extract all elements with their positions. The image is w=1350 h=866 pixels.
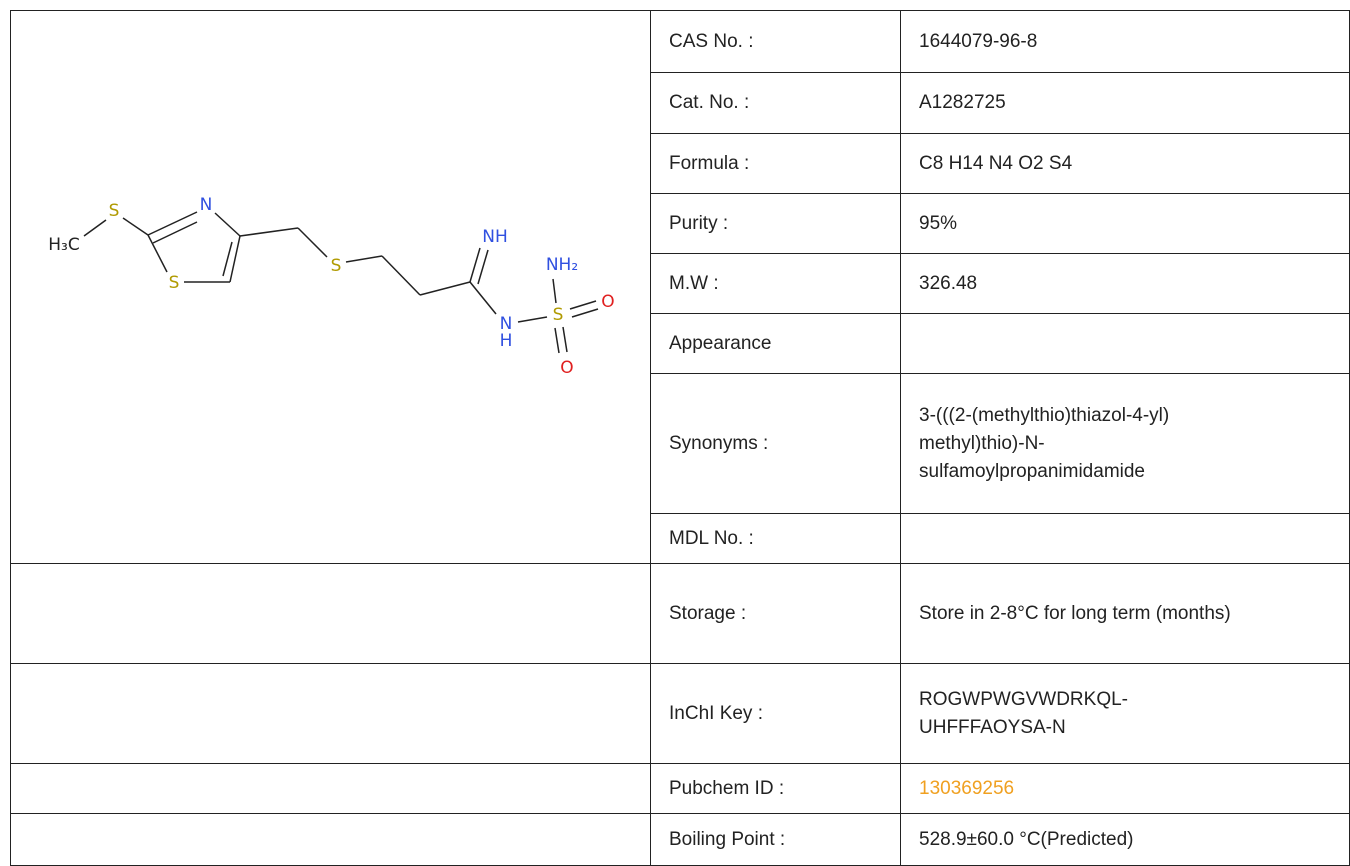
pubchem-link[interactable]: 130369256 (919, 777, 1015, 799)
atom-label: H₃C (48, 235, 79, 255)
field-label: MDL No. : (650, 513, 901, 564)
field-label: Storage : (650, 563, 901, 664)
field-value-cell: 528.9±60.0 °C(Predicted) (900, 813, 1350, 866)
table-row: Cat. No. : A1282725 (11, 72, 1350, 134)
field-value: A1282725 (919, 92, 1006, 113)
field-value-cell: 1644079-96-8 (900, 10, 1350, 73)
atom-label: S (331, 256, 342, 276)
molecule-structure: H₃C S N S S NH N H S NH₂ O O (48, 195, 614, 378)
field-label: Purity : (650, 193, 901, 254)
table-row: Pubchem ID : 130369256 (10, 763, 1350, 814)
field-value-cell: 3-(((2-(methylthio)thiazol-4-yl) methyl)… (900, 373, 1350, 514)
atom-label: N (200, 195, 213, 215)
field-value-cell (900, 313, 1350, 374)
field-value: 528.9±60.0 °C(Predicted) (919, 828, 1134, 850)
table-row: InChI Key : ROGWPWGVWDRKQL-UHFFFAOYSA-N (10, 663, 1350, 764)
field-value: 1644079-96-8 (919, 30, 1038, 52)
empty-cell (10, 563, 651, 664)
image-cell (10, 10, 651, 564)
field-label: Appearance (650, 313, 901, 374)
empty-cell (10, 663, 651, 764)
atom-label: S (553, 305, 564, 325)
field-label: M.W : (650, 253, 901, 314)
table-row: Synonyms :3-(((2-(methylthio)thiazol-4-y… (11, 373, 1350, 514)
field-value-cell: Store in 2-8°C for long term (months) (900, 563, 1350, 664)
field-label: Cat. No. : (650, 72, 901, 134)
field-value: C8 H14 N4 O2 S4 (919, 152, 1073, 174)
table-row: M.W : 326.48 (11, 253, 1350, 314)
field-value-cell (900, 513, 1350, 564)
table-row: Appearance (11, 313, 1350, 374)
empty-cell (10, 763, 651, 814)
field-value-cell: 95% (900, 193, 1350, 254)
field-label: Boiling Point : (650, 813, 901, 866)
field-label: Formula : (650, 133, 901, 194)
bonds (83, 211, 599, 354)
field-value: 326.48 (919, 272, 978, 294)
field-value: ROGWPWGVWDRKQL-UHFFFAOYSA-N (919, 688, 1128, 738)
field-value-cell: 130369256 (900, 763, 1350, 814)
atom-label: S (109, 201, 120, 221)
table-row: MDL No. : (11, 513, 1350, 564)
field-label: Synonyms : (650, 373, 901, 514)
field-value-cell: A1282725 (900, 72, 1350, 134)
field-value-cell: 326.48 (900, 253, 1350, 314)
field-value: 95% (919, 212, 958, 234)
table-row: Storage : Store in 2-8°C for long term (m… (10, 563, 1350, 664)
field-value-cell: C8 H14 N4 O2 S4 (900, 133, 1350, 194)
field-value: 3-(((2-(methylthio)thiazol-4-yl) methyl)… (919, 404, 1170, 482)
table-row: CAS No. : 1644079-96-8 (10, 10, 1350, 564)
field-value-cell: ROGWPWGVWDRKQL-UHFFFAOYSA-N (900, 663, 1350, 764)
field-label: Pubchem ID : (650, 763, 901, 814)
atom-label: O (601, 292, 614, 312)
atom-label: S (169, 273, 180, 293)
field-value: Store in 2-8°C for long term (months) (919, 602, 1231, 624)
atom-label: H (500, 331, 513, 351)
table-row: Purity : 95% (11, 193, 1350, 254)
table-row: Boiling Point : 528.9±60.0 °C(Predicted) (10, 813, 1350, 866)
atom-label: NH₂ (546, 255, 578, 275)
empty-cell (10, 813, 651, 866)
atom-label: NH (482, 227, 508, 247)
field-label: CAS No. : (650, 10, 901, 73)
product-table: CAS No. : 1644079-96-8 Cat. No. : A1282725 F… (10, 10, 1350, 866)
table-row: Formula : C8 H14 N4 O2 S4 (11, 133, 1350, 194)
field-label: InChI Key : (650, 663, 901, 764)
atom-label: N (500, 314, 513, 334)
atom-label: O (560, 358, 573, 378)
